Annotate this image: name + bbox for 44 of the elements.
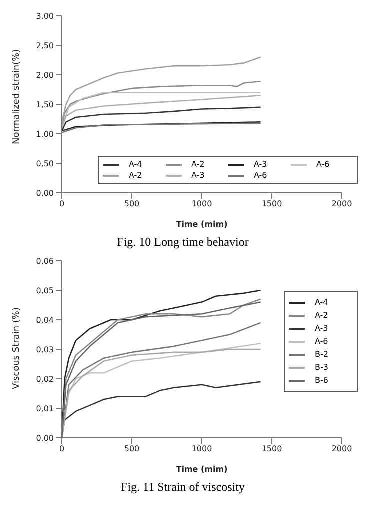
- text: Fig. 11 Strain of viscosity: [120, 480, 246, 495]
- y-tick-label: 0,05: [36, 286, 54, 296]
- x-tick-label: 0: [59, 200, 65, 209]
- text: Fig. 10 Long time behavior: [116, 235, 250, 250]
- legend-label: A-6: [315, 337, 328, 346]
- y-tick-label: 3,00: [36, 12, 54, 21]
- x-tick-label: 2000: [332, 200, 352, 209]
- y-tick-label: 1,00: [36, 130, 54, 139]
- legend-label: A-4: [129, 160, 142, 169]
- legend-label: A-4: [315, 298, 328, 307]
- legend-label: A-3: [254, 160, 268, 169]
- legend-label: A-2: [192, 160, 205, 169]
- x-tick-label: 500: [124, 444, 140, 454]
- legend-label: A-2: [315, 311, 328, 320]
- y-tick-label: 0,03: [36, 345, 54, 354]
- y-tick-label: 2,50: [36, 41, 54, 50]
- x-tick-label: 500: [124, 200, 140, 209]
- legend-label: A-3: [315, 324, 328, 333]
- y-tick-label: 0,00: [36, 434, 54, 443]
- legend-label: A-2: [129, 171, 142, 180]
- x-axis-title: Time (mim): [176, 465, 228, 474]
- x-tick-label: 1000: [192, 444, 212, 454]
- legend-label: A-3: [192, 171, 205, 180]
- x-tick-label: 0: [59, 444, 65, 454]
- legend-label: B-6: [315, 376, 328, 385]
- legend-label: B-2: [315, 350, 328, 359]
- y-tick-label: 0,04: [36, 316, 54, 325]
- y-tick-label: 2,00: [36, 70, 54, 80]
- y-tick-label: 1,50: [36, 100, 54, 110]
- x-tick-label: 1000: [192, 200, 212, 209]
- y-tick-label: 0,00: [36, 188, 54, 198]
- x-tick-label: 1500: [262, 200, 282, 209]
- x-axis-title: Time (mim): [176, 220, 228, 229]
- x-tick-label: 2000: [332, 444, 352, 454]
- legend-label: A-6: [316, 160, 330, 169]
- y-axis-title: Normalized strain(%): [12, 49, 22, 144]
- legend-label: B-3: [315, 363, 328, 372]
- x-tick-label: 1500: [262, 444, 282, 454]
- y-tick-label: 0,01: [36, 404, 54, 414]
- y-tick-label: 0,50: [36, 159, 54, 168]
- y-tick-label: 0,06: [36, 256, 54, 266]
- legend-label: A-6: [254, 171, 268, 180]
- y-axis-title: Viscous Strain (%): [12, 308, 22, 390]
- y-tick-label: 0,02: [36, 374, 54, 384]
